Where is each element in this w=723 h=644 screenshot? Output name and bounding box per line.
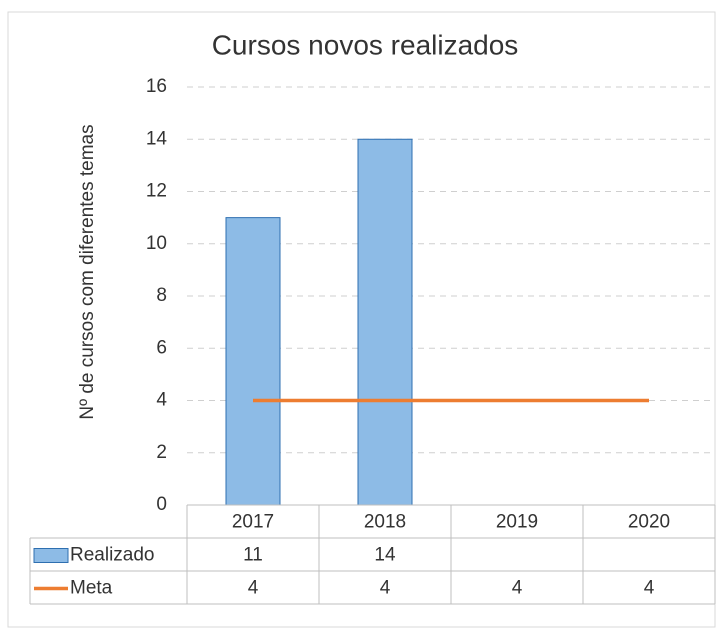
y-tick-label: 0 — [156, 494, 167, 515]
table-value: 4 — [248, 578, 259, 599]
x-tick-label: 2019 — [496, 512, 538, 533]
y-tick-label: 16 — [146, 76, 167, 97]
table-value: 11 — [243, 545, 263, 566]
y-tick-label: 6 — [156, 337, 167, 358]
legend-label: Realizado — [70, 545, 155, 566]
y-tick-label: 12 — [146, 181, 167, 202]
y-tick-label: 8 — [156, 285, 167, 306]
table-value: 4 — [644, 578, 655, 599]
legend-swatch — [33, 548, 69, 563]
table-value: 4 — [512, 578, 523, 599]
y-tick-label: 4 — [156, 390, 167, 411]
x-tick-label: 2018 — [364, 512, 406, 533]
x-tick-label: 2017 — [232, 512, 274, 533]
y-tick-label: 14 — [146, 128, 168, 149]
y-tick-label: 10 — [146, 233, 167, 254]
y-axis-label: Nº de cursos com diferentes temas — [77, 124, 98, 419]
table-value: 4 — [380, 578, 391, 599]
x-tick-label: 2020 — [628, 512, 670, 533]
legend-label: Meta — [70, 578, 113, 599]
bar — [357, 138, 413, 506]
table-value: 14 — [374, 545, 396, 566]
chart-title: Cursos novos realizados — [212, 29, 519, 60]
bar — [225, 217, 281, 506]
y-tick-label: 2 — [156, 442, 167, 463]
